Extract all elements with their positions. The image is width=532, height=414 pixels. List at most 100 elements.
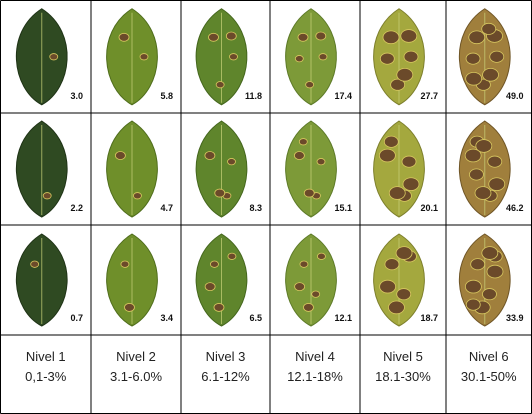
leaf-photo: [15, 120, 68, 218]
severity-value: 8.3: [249, 203, 262, 213]
lesion: [213, 303, 225, 312]
lesion: [317, 252, 326, 260]
leaf-photo: [285, 233, 337, 327]
lesion: [388, 300, 405, 315]
lesion: [215, 81, 225, 89]
lesion: [133, 192, 142, 200]
level-name: Nivel 6: [469, 349, 509, 364]
lesion: [383, 135, 399, 148]
level-range: 12.1-18%: [287, 369, 343, 384]
lesion: [293, 151, 305, 160]
lesion: [379, 52, 395, 65]
lesion: [468, 30, 486, 45]
leaf-photo: [195, 233, 248, 327]
level-range: 18.1-30%: [375, 369, 431, 384]
lesion: [481, 22, 497, 35]
severity-value: 15.1: [334, 203, 352, 213]
lesion: [464, 148, 482, 163]
lesion: [486, 264, 504, 279]
lesion: [311, 290, 321, 298]
lesion: [388, 186, 406, 200]
lesion: [464, 279, 482, 294]
severity-value: 17.4: [334, 91, 352, 101]
level-range: 6.1-12%: [201, 369, 250, 384]
leaf-photo: [458, 8, 511, 106]
lesion: [298, 138, 308, 146]
lesion: [294, 55, 304, 63]
lesion: [139, 53, 149, 61]
leaf-photo: [458, 233, 511, 327]
level-range: 3.1-6.0%: [110, 369, 162, 384]
lesion: [482, 288, 497, 301]
severity-value: 49.0: [506, 91, 524, 101]
lesion: [30, 260, 40, 268]
lesion: [489, 50, 505, 63]
lesion: [42, 192, 52, 200]
lesion: [474, 186, 492, 200]
lesion: [120, 260, 130, 268]
lesion: [303, 188, 315, 198]
lesion: [318, 53, 328, 61]
lesion: [488, 177, 506, 191]
leaf-photo: [373, 120, 425, 218]
lesion: [303, 303, 314, 312]
lesion: [204, 282, 216, 292]
lesion: [401, 155, 417, 168]
level-name: Nivel 5: [383, 349, 423, 364]
severity-value: 2.2: [70, 203, 83, 213]
lesion: [204, 151, 216, 160]
lesion: [395, 246, 413, 260]
leaf-photo: [15, 233, 68, 327]
lesion: [382, 30, 400, 45]
level-name: Nivel 2: [116, 349, 156, 364]
lesion: [315, 31, 327, 41]
severity-value: 18.7: [420, 313, 438, 323]
lesion: [227, 252, 237, 260]
lesion: [469, 168, 484, 181]
lesion: [124, 303, 135, 312]
lesion: [316, 158, 326, 166]
lesion: [118, 32, 130, 42]
lesion: [390, 78, 406, 91]
lesion: [227, 158, 236, 166]
lesion: [225, 31, 237, 41]
lesion: [208, 32, 219, 42]
leaf-photo: [373, 8, 425, 106]
severity-value: 12.1: [334, 313, 352, 323]
severity-value: 20.1: [420, 203, 438, 213]
severity-value: 11.8: [245, 91, 262, 101]
level-name: Nivel 4: [295, 349, 335, 364]
severity-value: 6.5: [249, 313, 262, 323]
leaf-photo: [195, 120, 248, 218]
lesion: [294, 282, 306, 292]
lesion: [378, 148, 396, 163]
lesion: [210, 260, 219, 268]
severity-value: 27.7: [420, 91, 438, 101]
level-range: 0,1-3%: [25, 369, 67, 384]
leaf-photo: [106, 120, 158, 218]
lesion: [487, 155, 503, 168]
lesion: [297, 32, 309, 42]
severity-value: 3.4: [160, 313, 173, 323]
lesion: [229, 53, 238, 61]
leaf-photo: [458, 120, 511, 218]
severity-value: 0.7: [70, 313, 83, 323]
lesion: [379, 279, 397, 294]
severity-value: 5.8: [160, 91, 173, 101]
lesion: [402, 177, 420, 191]
leaf-photo: [106, 233, 158, 327]
leaf-photo: [285, 120, 337, 218]
lesion: [214, 188, 226, 198]
severity-value: 33.9: [506, 313, 524, 323]
leaf-photo: [285, 8, 337, 106]
lesion: [49, 53, 59, 61]
lesion: [396, 67, 414, 82]
lesion: [403, 50, 419, 63]
leaf-photo: [106, 8, 158, 106]
lesion: [482, 67, 499, 82]
lesion: [299, 260, 309, 268]
lesion: [396, 288, 412, 301]
leaf-photo: [195, 8, 248, 106]
